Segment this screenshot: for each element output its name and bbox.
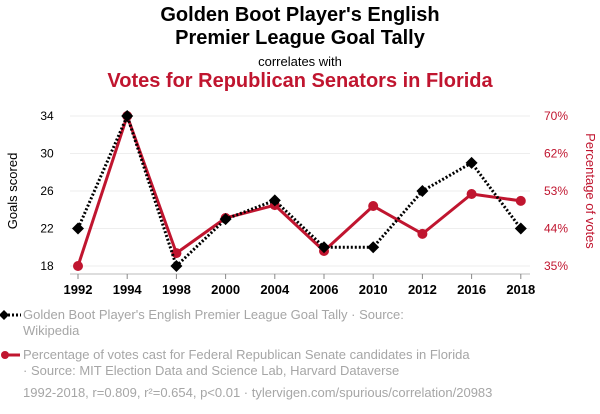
series-line-votes <box>76 114 522 267</box>
chart-title-line2: Premier League Goal Tally <box>175 27 425 49</box>
y-axis-title-right: Percentage of votes <box>583 133 598 249</box>
data-point-goals <box>170 260 183 272</box>
data-point-votes <box>171 248 182 259</box>
y-tick-left: 34 <box>40 109 54 123</box>
x-tick-label: 1992 <box>64 282 93 297</box>
chart-plot: 18 35% 22 44% 26 53% 30 62% 34 70% 1992 1994 1998 200… <box>5 109 598 297</box>
data-point-goals <box>72 222 84 235</box>
data-point-goals <box>367 241 380 254</box>
data-point-votes <box>515 195 526 206</box>
y-axis-title-left: Goals scored <box>5 153 20 230</box>
data-point-votes <box>466 189 477 199</box>
legend-marker-diamond-icon <box>0 310 21 320</box>
data-point-goals <box>219 213 232 226</box>
x-tick-label: 1994 <box>113 282 143 297</box>
legend-label-votes: Percentage of votes cast for Federal Rep… <box>23 347 470 379</box>
legend-text-line: Percentage of votes cast for Federal Rep… <box>23 347 470 362</box>
y-tick-left: 22 <box>40 222 54 236</box>
legend-label-goals: Golden Boot Player's English Premier Lea… <box>23 307 404 339</box>
data-point-votes <box>417 228 428 239</box>
data-point-goals <box>416 185 429 197</box>
x-tick-label: 2004 <box>260 282 290 297</box>
x-tick-label: 1998 <box>162 282 191 297</box>
legend-text-line: Golden Boot Player's English Premier Lea… <box>23 307 404 322</box>
data-point-goals <box>318 241 330 254</box>
legend-text-line: Wikipedia <box>23 323 80 338</box>
x-tick-label: 2012 <box>408 282 437 297</box>
y-tick-right: 35% <box>544 259 568 273</box>
data-point-votes <box>368 201 379 211</box>
y-tick-right: 44% <box>544 222 568 236</box>
chart-title-line1: Golden Boot Player's English <box>160 4 440 26</box>
series-line-goals <box>76 111 523 269</box>
x-tick-label: 2006 <box>310 282 339 297</box>
legend-marker-circle-icon <box>1 351 20 359</box>
y-tick-left: 26 <box>40 184 54 198</box>
data-point-goals <box>465 156 478 169</box>
x-tick-label: 2000 <box>211 282 240 297</box>
x-tick-label: 2016 <box>457 282 486 297</box>
data-point-goals <box>268 194 281 207</box>
y-tick-left: 30 <box>40 147 54 161</box>
x-tick-label: 2018 <box>506 282 535 297</box>
legend-text-line: · Source: MIT Election Data and Science … <box>23 363 400 378</box>
x-tick-label: 2010 <box>359 282 388 297</box>
y-tick-right: 70% <box>544 109 568 123</box>
y-tick-right: 62% <box>544 147 568 161</box>
data-point-goals <box>514 222 527 235</box>
chart-subtitle: Votes for Republican Senators in Florida <box>107 70 493 92</box>
data-point-goals <box>121 110 134 122</box>
correlates-with-label: correlates with <box>258 54 342 69</box>
y-tick-right: 53% <box>544 184 568 198</box>
data-point-votes <box>73 261 83 271</box>
y-tick-left: 18 <box>40 259 54 273</box>
footer-stats: 1992-2018, r=0.809, r²=0.654, p<0.01 · t… <box>23 385 493 400</box>
